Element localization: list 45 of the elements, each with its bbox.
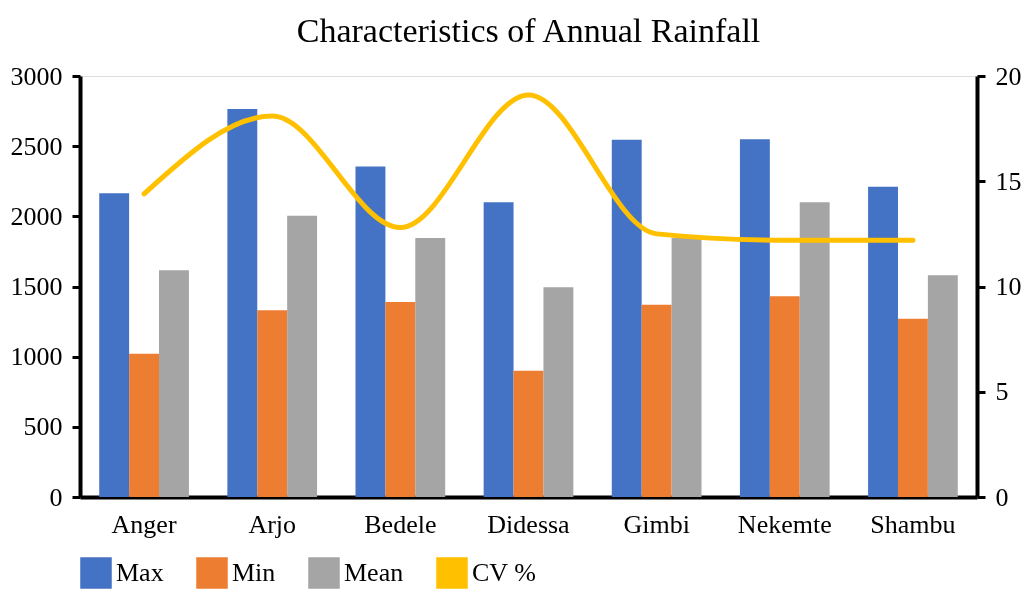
bar [415, 238, 446, 497]
legend-label: Mean [344, 558, 404, 587]
x-tick-label: Didessa [487, 509, 571, 539]
y2-tick-label: 20 [995, 61, 1022, 91]
legend-label: CV % [472, 558, 536, 587]
bar [641, 304, 672, 497]
y2-tick-label: 0 [995, 482, 1009, 512]
bar [99, 193, 130, 497]
bar [287, 215, 318, 497]
bar [513, 370, 544, 497]
x-tick-label: Shambu [870, 509, 956, 539]
y-tick-label: 3000 [10, 61, 63, 91]
bar [671, 238, 702, 497]
x-tick-label: Nekemte [737, 509, 832, 539]
bar [739, 139, 770, 497]
bar [159, 270, 189, 497]
bar [385, 301, 416, 497]
x-tick-label: Gimbi [623, 509, 690, 539]
x-tick-label: Anger [111, 509, 177, 539]
x-tick-label: Bedele [364, 509, 437, 539]
bar [483, 202, 514, 497]
legend-label: Min [232, 558, 276, 587]
bar [868, 186, 898, 497]
bar [543, 287, 574, 497]
bar [927, 275, 958, 497]
y2-tick-label: 10 [995, 272, 1022, 301]
chart-title: Characteristics of Annual Rainfall [296, 12, 761, 49]
bar [227, 108, 258, 497]
y-tick-label: 500 [23, 412, 63, 442]
bar [897, 318, 928, 497]
bar [129, 353, 160, 497]
bar [355, 166, 386, 497]
x-tick-label: Arjo [248, 509, 297, 539]
y-tick-label: 1500 [10, 272, 63, 301]
y-tick-label: 0 [49, 482, 63, 512]
bar [257, 310, 288, 497]
bar [799, 202, 830, 497]
bar [611, 139, 642, 497]
legend-label: Max [116, 558, 164, 587]
y-tick-label: 1000 [10, 342, 63, 372]
y2-tick-label: 5 [995, 377, 1009, 407]
y-tick-label: 2500 [10, 131, 63, 161]
y-tick-label: 2000 [10, 201, 63, 231]
y2-tick-label: 15 [995, 166, 1022, 196]
bar [769, 296, 800, 497]
